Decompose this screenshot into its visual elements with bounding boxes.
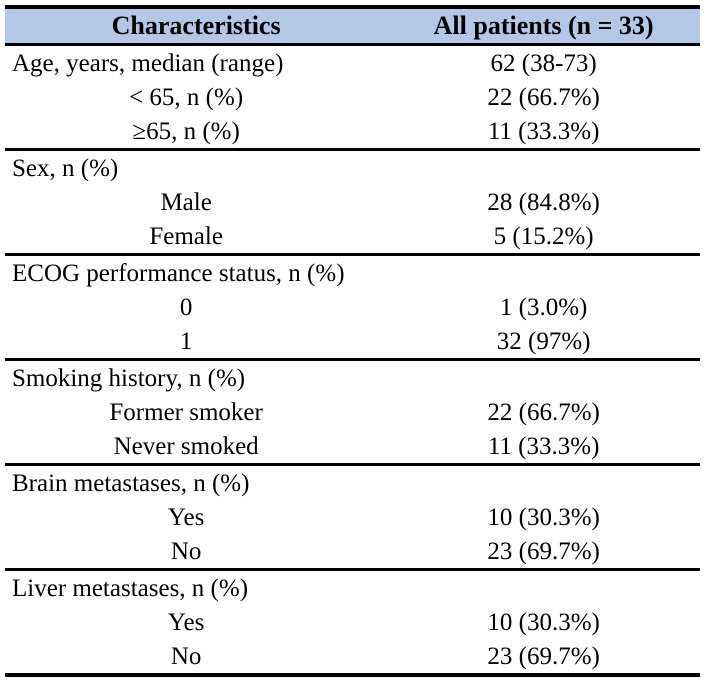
row-label: No [170,642,202,670]
table-row: Never smoked 11 (33.3%) [5,429,700,465]
row-label: Former smoker [109,398,263,426]
row-value: 32 (97%) [496,327,591,355]
table-row: 1 32 (97%) [5,324,700,360]
table-row: Yes 10 (30.3%) [5,605,700,639]
row-value: 22 (66.7%) [487,83,600,111]
row-label: Brain metastases, n (%) [12,469,250,497]
row-value: 28 (84.8%) [487,188,600,216]
row-label: Never smoked [113,432,259,460]
row-label: Yes [167,608,205,636]
table-section: Liver metastases, n (%) Yes 10 (30.3%) No 23… [5,569,700,676]
row-label: 1 [179,327,193,355]
row-value: 22 (66.7%) [487,398,600,426]
row-value [387,150,700,186]
row-value: 10 (30.3%) [487,608,600,636]
row-value: 10 (30.3%) [487,503,600,531]
row-label: ≥65, n (%) [132,117,240,145]
row-value: 5 (15.2%) [493,222,594,250]
table-row: ECOG performance status, n (%) [5,255,700,291]
table-row: Age, years, median (range) 62 (38-73) [5,45,700,81]
row-value [387,360,700,396]
row-value: 11 (33.3%) [487,432,600,460]
row-value [387,465,700,501]
table-row: No 23 (69.7%) [5,534,700,570]
row-value: 23 (69.7%) [487,642,600,670]
table-row: ≥65, n (%) 11 (33.3%) [5,114,700,150]
row-value: 1 (3.0%) [499,293,588,321]
table-row: Smoking history, n (%) [5,360,700,396]
row-label: Smoking history, n (%) [12,364,246,392]
table-section: Sex, n (%) Male 28 (84.8%) Female 5 (15.2%) [5,149,700,255]
row-label: Sex, n (%) [12,154,119,182]
row-value [387,255,700,291]
row-label: Female [149,222,223,250]
table-section: Smoking history, n (%) Former smoker 22 (6… [5,359,700,465]
row-label: ECOG performance status, n (%) [12,259,345,287]
patient-characteristics-table: Characteristics All patients (n = 33) Ag… [5,5,700,677]
table-row: Sex, n (%) [5,150,700,186]
table-row: Male 28 (84.8%) [5,185,700,219]
table-row: Yes 10 (30.3%) [5,500,700,534]
table-row: < 65, n (%) 22 (66.7%) [5,80,700,114]
row-value [387,570,700,606]
row-label: Male [160,188,212,216]
row-value: 23 (69.7%) [487,537,600,565]
table-row: Former smoker 22 (66.7%) [5,395,700,429]
header-characteristics: Characteristics [5,7,388,46]
table-section: Brain metastases, n (%) Yes 10 (30.3%) No 23… [5,464,700,570]
table-row: Brain metastases, n (%) [5,465,700,501]
row-label: Yes [167,503,205,531]
row-label: 0 [179,293,193,321]
table-row: No 23 (69.7%) [5,639,700,675]
table-row: Liver metastases, n (%) [5,570,700,606]
header-all-patients: All patients (n = 33) [387,7,700,46]
row-label: Liver metastases, n (%) [12,574,249,602]
row-value: 62 (38-73) [490,49,597,77]
table-row: 0 1 (3.0%) [5,290,700,324]
header-row: Characteristics All patients (n = 33) [5,7,700,46]
table-section: ECOG performance status, n (%) 0 1 (3.0%) 1… [5,254,700,360]
row-label: Age, years, median (range) [12,49,284,77]
row-label: < 65, n (%) [129,83,244,111]
row-label: No [170,537,202,565]
table-section: Age, years, median (range) 62 (38-73) < 65… [5,45,700,150]
table-row: Female 5 (15.2%) [5,219,700,255]
row-value: 11 (33.3%) [487,117,600,145]
